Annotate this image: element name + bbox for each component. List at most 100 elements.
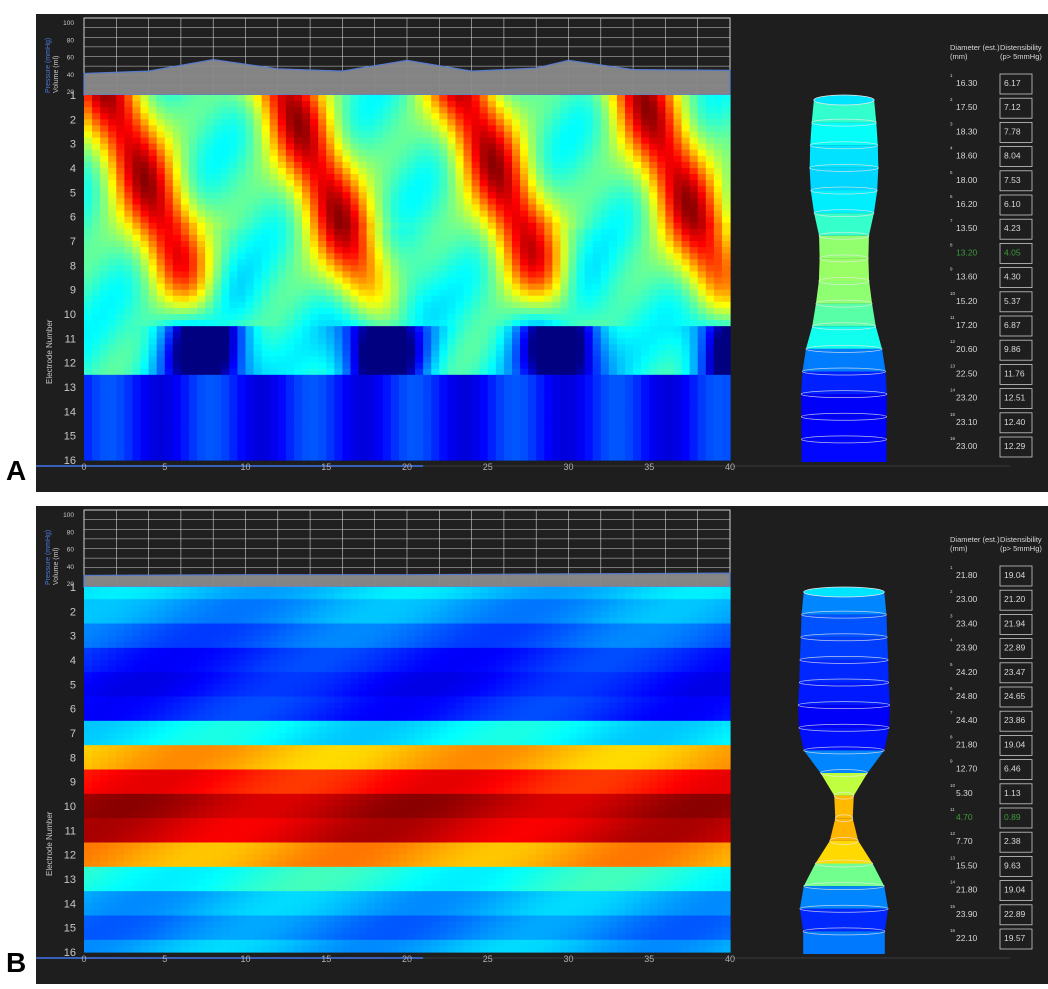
heatmap-cell xyxy=(641,168,650,175)
heatmap-cell xyxy=(350,411,359,418)
heatmap-cell xyxy=(593,138,602,145)
heatmap-cell xyxy=(197,381,206,388)
heatmap-cell xyxy=(350,332,359,339)
heatmap-cell xyxy=(375,192,384,199)
heatmap-cell xyxy=(359,375,368,382)
heatmap-cell xyxy=(480,387,489,394)
heatmap-cell xyxy=(221,436,230,443)
heatmap-cell xyxy=(149,284,158,291)
heatmap-cell xyxy=(237,132,246,139)
heatmap-cell xyxy=(270,192,279,199)
heatmap-cell xyxy=(617,399,626,406)
heatmap-cell xyxy=(350,381,359,388)
heatmap-cell xyxy=(544,351,553,358)
heatmap-cell xyxy=(124,375,133,382)
heatmap-cell xyxy=(673,405,682,412)
heatmap-cell xyxy=(528,180,537,187)
heatmap-cell xyxy=(673,205,682,212)
heatmap-cell xyxy=(504,314,513,321)
heatmap-cell xyxy=(367,95,376,102)
heatmap-cell xyxy=(342,229,351,236)
heatmap-cell xyxy=(165,271,174,278)
heatmap-cell xyxy=(92,241,101,248)
heatmap-cell xyxy=(254,107,263,114)
heatmap-cell xyxy=(714,405,723,412)
heatmap-cell xyxy=(116,138,125,145)
heatmap-cell xyxy=(407,253,416,260)
heatmap-cell xyxy=(552,259,561,266)
heatmap-cell xyxy=(246,326,255,333)
heatmap-cell xyxy=(472,424,481,431)
heatmap-cell xyxy=(722,174,731,181)
heatmap-cell xyxy=(286,138,295,145)
heatmap-cell xyxy=(617,375,626,382)
heatmap-cell xyxy=(149,357,158,364)
heatmap-cell xyxy=(665,205,674,212)
heatmap-cell xyxy=(455,174,464,181)
heatmap-cell xyxy=(657,241,666,248)
heatmap-cell xyxy=(601,241,610,248)
heatmap-cell xyxy=(601,132,610,139)
heatmap-cell xyxy=(367,302,376,309)
heatmap-cell xyxy=(278,235,287,242)
heatmap-cell xyxy=(318,253,327,260)
heatmap-cell xyxy=(189,156,198,163)
heatmap-cell xyxy=(552,101,561,108)
heatmap-cell xyxy=(254,326,263,333)
heatmap-cell xyxy=(673,186,682,193)
heatmap-cell xyxy=(342,454,351,461)
heatmap-cell xyxy=(124,241,133,248)
heatmap-cell xyxy=(302,296,311,303)
heatmap-cell xyxy=(173,119,182,126)
table-distensibility-value: 12.40 xyxy=(1004,417,1026,427)
heatmap-cell xyxy=(649,302,658,309)
heatmap-cell xyxy=(673,217,682,224)
heatmap-cell xyxy=(706,174,715,181)
heatmap-cell xyxy=(399,241,408,248)
heatmap-cell xyxy=(722,271,731,278)
heatmap-cell xyxy=(625,265,634,272)
heatmap-cell xyxy=(197,332,206,339)
heatmap-cell xyxy=(383,284,392,291)
heatmap-cell xyxy=(407,314,416,321)
heatmap-cell xyxy=(375,241,384,248)
heatmap-cell xyxy=(625,125,634,132)
heatmap-cell xyxy=(108,144,117,151)
heatmap-cell xyxy=(100,363,109,370)
heatmap-cell xyxy=(149,125,158,132)
heatmap-cell xyxy=(423,302,432,309)
heatmap-cell xyxy=(714,223,723,230)
heatmap-cell xyxy=(488,180,497,187)
heatmap-cell xyxy=(310,144,319,151)
heatmap-cell xyxy=(391,132,400,139)
heatmap-cell xyxy=(464,235,473,242)
heatmap-cell xyxy=(326,363,335,370)
heatmap-cell xyxy=(415,393,424,400)
heatmap-cell xyxy=(237,357,246,364)
heatmap-cell xyxy=(108,186,117,193)
heatmap-cell xyxy=(560,344,569,351)
heatmap-cell xyxy=(714,150,723,157)
heatmap-cell xyxy=(593,144,602,151)
heatmap-cell xyxy=(391,95,400,102)
heatmap-cell xyxy=(472,351,481,358)
heatmap-cell xyxy=(197,442,206,449)
heatmap-cell xyxy=(254,119,263,126)
heatmap-cell xyxy=(633,241,642,248)
heatmap-cell xyxy=(399,217,408,224)
heatmap-cell xyxy=(488,229,497,236)
heatmap-cell xyxy=(577,332,586,339)
heatmap-cell xyxy=(165,168,174,175)
electrode-tick-label: 15 xyxy=(64,431,76,443)
heatmap-cell xyxy=(641,217,650,224)
heatmap-cell xyxy=(512,308,521,315)
heatmap-cell xyxy=(552,174,561,181)
heatmap-cell xyxy=(407,198,416,205)
heatmap-cell xyxy=(221,448,230,455)
heatmap-cell xyxy=(254,205,263,212)
heatmap-cell xyxy=(649,247,658,254)
heatmap-cell xyxy=(673,101,682,108)
heatmap-cell xyxy=(237,223,246,230)
heatmap-cell xyxy=(229,302,238,309)
